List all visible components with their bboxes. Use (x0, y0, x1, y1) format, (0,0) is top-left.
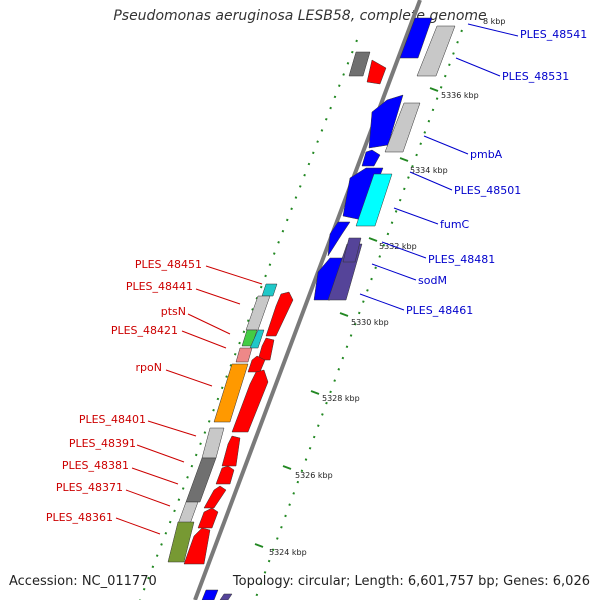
leader-line (187, 313, 231, 335)
reverse-strand-genes (313, 17, 456, 301)
gene-PLES_48541[interactable] (399, 17, 433, 59)
gene-label[interactable]: sodM (418, 274, 447, 287)
gene-PLES_48371[interactable] (177, 501, 199, 525)
gene-PLES_48451[interactable] (261, 283, 278, 297)
leader-line (195, 288, 241, 305)
gene-label[interactable]: PLES_48401 (79, 413, 146, 426)
gene-fumC[interactable] (355, 173, 393, 227)
forward-gene-labels: PLES_48451 PLES_48441 ptsN PLES_48421 rp… (46, 258, 202, 524)
gene-label[interactable]: PLES_48541 (520, 28, 587, 41)
gene-label[interactable]: PLES_48361 (46, 511, 113, 524)
leader-line (181, 330, 227, 349)
kbp-label: 5336 kbp (441, 91, 479, 100)
gene-label[interactable]: rpoN (136, 361, 162, 374)
kbp-label: 5328 kbp (322, 394, 360, 403)
forward-leader-lines (115, 265, 263, 535)
leader-line (205, 265, 263, 285)
kbp-label: 5326 kbp (295, 471, 333, 480)
gene-red-rpoN[interactable] (231, 369, 269, 433)
major-ticks (254, 87, 439, 548)
gene-red-4[interactable] (221, 435, 241, 467)
gene-label[interactable]: ptsN (161, 305, 186, 318)
gene-red-5[interactable] (215, 465, 235, 485)
leader-line (131, 467, 179, 485)
gene-PLES_48531[interactable] (416, 25, 456, 77)
gene-label[interactable]: PLES_48421 (111, 324, 178, 337)
leader-line (115, 517, 161, 535)
gene-label[interactable]: PLES_48501 (454, 184, 521, 197)
map-title: Pseudomonas aeruginosa LESB58, complete … (113, 8, 487, 24)
major-tick (282, 465, 292, 470)
kbp-label: 5332 kbp (379, 242, 417, 251)
gene-red-7[interactable] (197, 507, 219, 529)
major-tick (368, 237, 378, 242)
gene-red-1[interactable] (265, 291, 294, 337)
kbp-label: 5334 kbp (410, 166, 448, 175)
tick-tracks (139, 29, 463, 600)
leader-line (165, 369, 213, 387)
gene-pmbA[interactable] (368, 94, 404, 149)
leader-line (423, 135, 469, 155)
leader-line (359, 293, 405, 311)
gene-label[interactable]: fumC (440, 218, 470, 231)
inner-tick-track (139, 39, 358, 600)
kbp-label-partial: 8 kbp (483, 17, 505, 26)
gene-PLES_48421[interactable] (235, 347, 253, 363)
gene-label[interactable]: PLES_48531 (502, 70, 569, 83)
gene-pmbA-partner[interactable] (384, 102, 421, 153)
gene-top-red[interactable] (366, 59, 387, 85)
leader-line (147, 420, 197, 437)
gene-bottom-slate[interactable] (219, 593, 233, 600)
leader-line (409, 171, 453, 191)
major-tick (399, 157, 409, 162)
gene-label[interactable]: PLES_48451 (135, 258, 202, 271)
gene-PLES_48391[interactable] (185, 457, 217, 503)
gene-red-3[interactable] (247, 355, 266, 373)
gene-red-8[interactable] (183, 527, 211, 565)
forward-strand-genes (167, 51, 387, 600)
genome-backbone (193, 0, 422, 600)
leader-line (393, 207, 439, 225)
gene-PLES_48441[interactable] (245, 295, 271, 331)
gene-top-dark[interactable] (348, 51, 371, 77)
gene-slate-small[interactable] (342, 237, 362, 263)
leader-line (381, 241, 427, 259)
leader-line (467, 23, 519, 37)
major-tick (429, 87, 439, 92)
major-tick (254, 543, 264, 548)
reverse-gene-labels: PLES_48541 PLES_48531 pmbA PLES_48501 fu… (406, 28, 587, 317)
outer-tick-track (254, 29, 463, 600)
gene-label[interactable]: PLES_48441 (126, 280, 193, 293)
gene-label[interactable]: PLES_48461 (406, 304, 473, 317)
genome-summary: Topology: circular; Length: 6,601,757 bp… (232, 574, 590, 589)
kbp-label: 5330 kbp (351, 318, 389, 327)
gene-red-6[interactable] (203, 485, 227, 509)
reverse-leader-lines (359, 23, 519, 311)
gene-label[interactable]: PLES_48371 (56, 481, 123, 494)
gene-label[interactable]: PLES_48391 (69, 437, 136, 450)
kbp-label: 5324 kbp (269, 548, 307, 557)
gene-label[interactable]: PLES_48381 (62, 459, 129, 472)
leader-line (125, 489, 171, 507)
gene-bottom-blue[interactable] (201, 589, 219, 600)
gene-teal-2[interactable] (249, 329, 265, 349)
major-tick (339, 312, 349, 317)
gene-rpoN[interactable] (213, 363, 249, 423)
gene-label[interactable]: PLES_48481 (428, 253, 495, 266)
accession-text: Accession: NC_011770 (9, 574, 157, 589)
gene-PLES_48481[interactable] (327, 221, 351, 257)
leader-line (136, 444, 185, 463)
leader-line (371, 263, 417, 281)
gene-PLES_48361[interactable] (167, 521, 195, 563)
major-tick (310, 390, 320, 395)
gene-label[interactable]: pmbA (470, 148, 503, 161)
leader-line (455, 57, 501, 77)
gene-small-blue[interactable] (361, 149, 381, 167)
